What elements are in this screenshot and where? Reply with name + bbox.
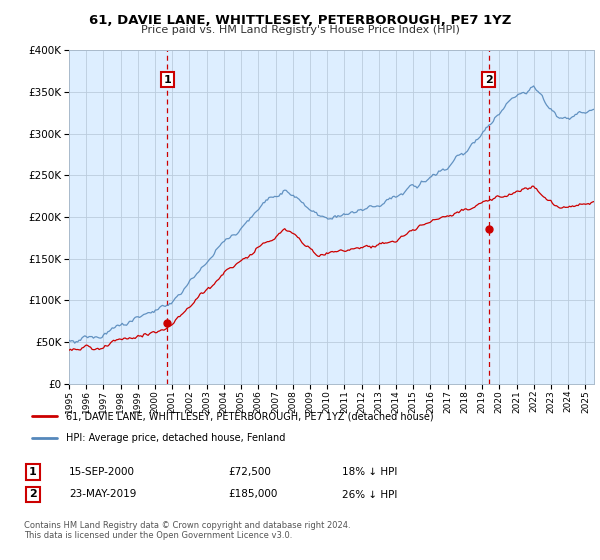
Text: 2: 2: [29, 489, 37, 500]
Text: 1: 1: [163, 74, 171, 85]
Text: £185,000: £185,000: [228, 489, 277, 500]
Text: HPI: Average price, detached house, Fenland: HPI: Average price, detached house, Fenl…: [66, 433, 285, 443]
Text: 61, DAVIE LANE, WHITTLESEY, PETERBOROUGH, PE7 1YZ: 61, DAVIE LANE, WHITTLESEY, PETERBOROUGH…: [89, 14, 511, 27]
Text: Contains HM Land Registry data © Crown copyright and database right 2024.
This d: Contains HM Land Registry data © Crown c…: [24, 521, 350, 540]
Text: 61, DAVIE LANE, WHITTLESEY, PETERBOROUGH, PE7 1YZ (detached house): 61, DAVIE LANE, WHITTLESEY, PETERBOROUGH…: [66, 411, 433, 421]
Text: 23-MAY-2019: 23-MAY-2019: [69, 489, 136, 500]
Text: 18% ↓ HPI: 18% ↓ HPI: [342, 467, 397, 477]
Text: Price paid vs. HM Land Registry's House Price Index (HPI): Price paid vs. HM Land Registry's House …: [140, 25, 460, 35]
Text: 2: 2: [485, 74, 493, 85]
Text: £72,500: £72,500: [228, 467, 271, 477]
Text: 15-SEP-2000: 15-SEP-2000: [69, 467, 135, 477]
Text: 26% ↓ HPI: 26% ↓ HPI: [342, 489, 397, 500]
Text: 1: 1: [29, 467, 37, 477]
